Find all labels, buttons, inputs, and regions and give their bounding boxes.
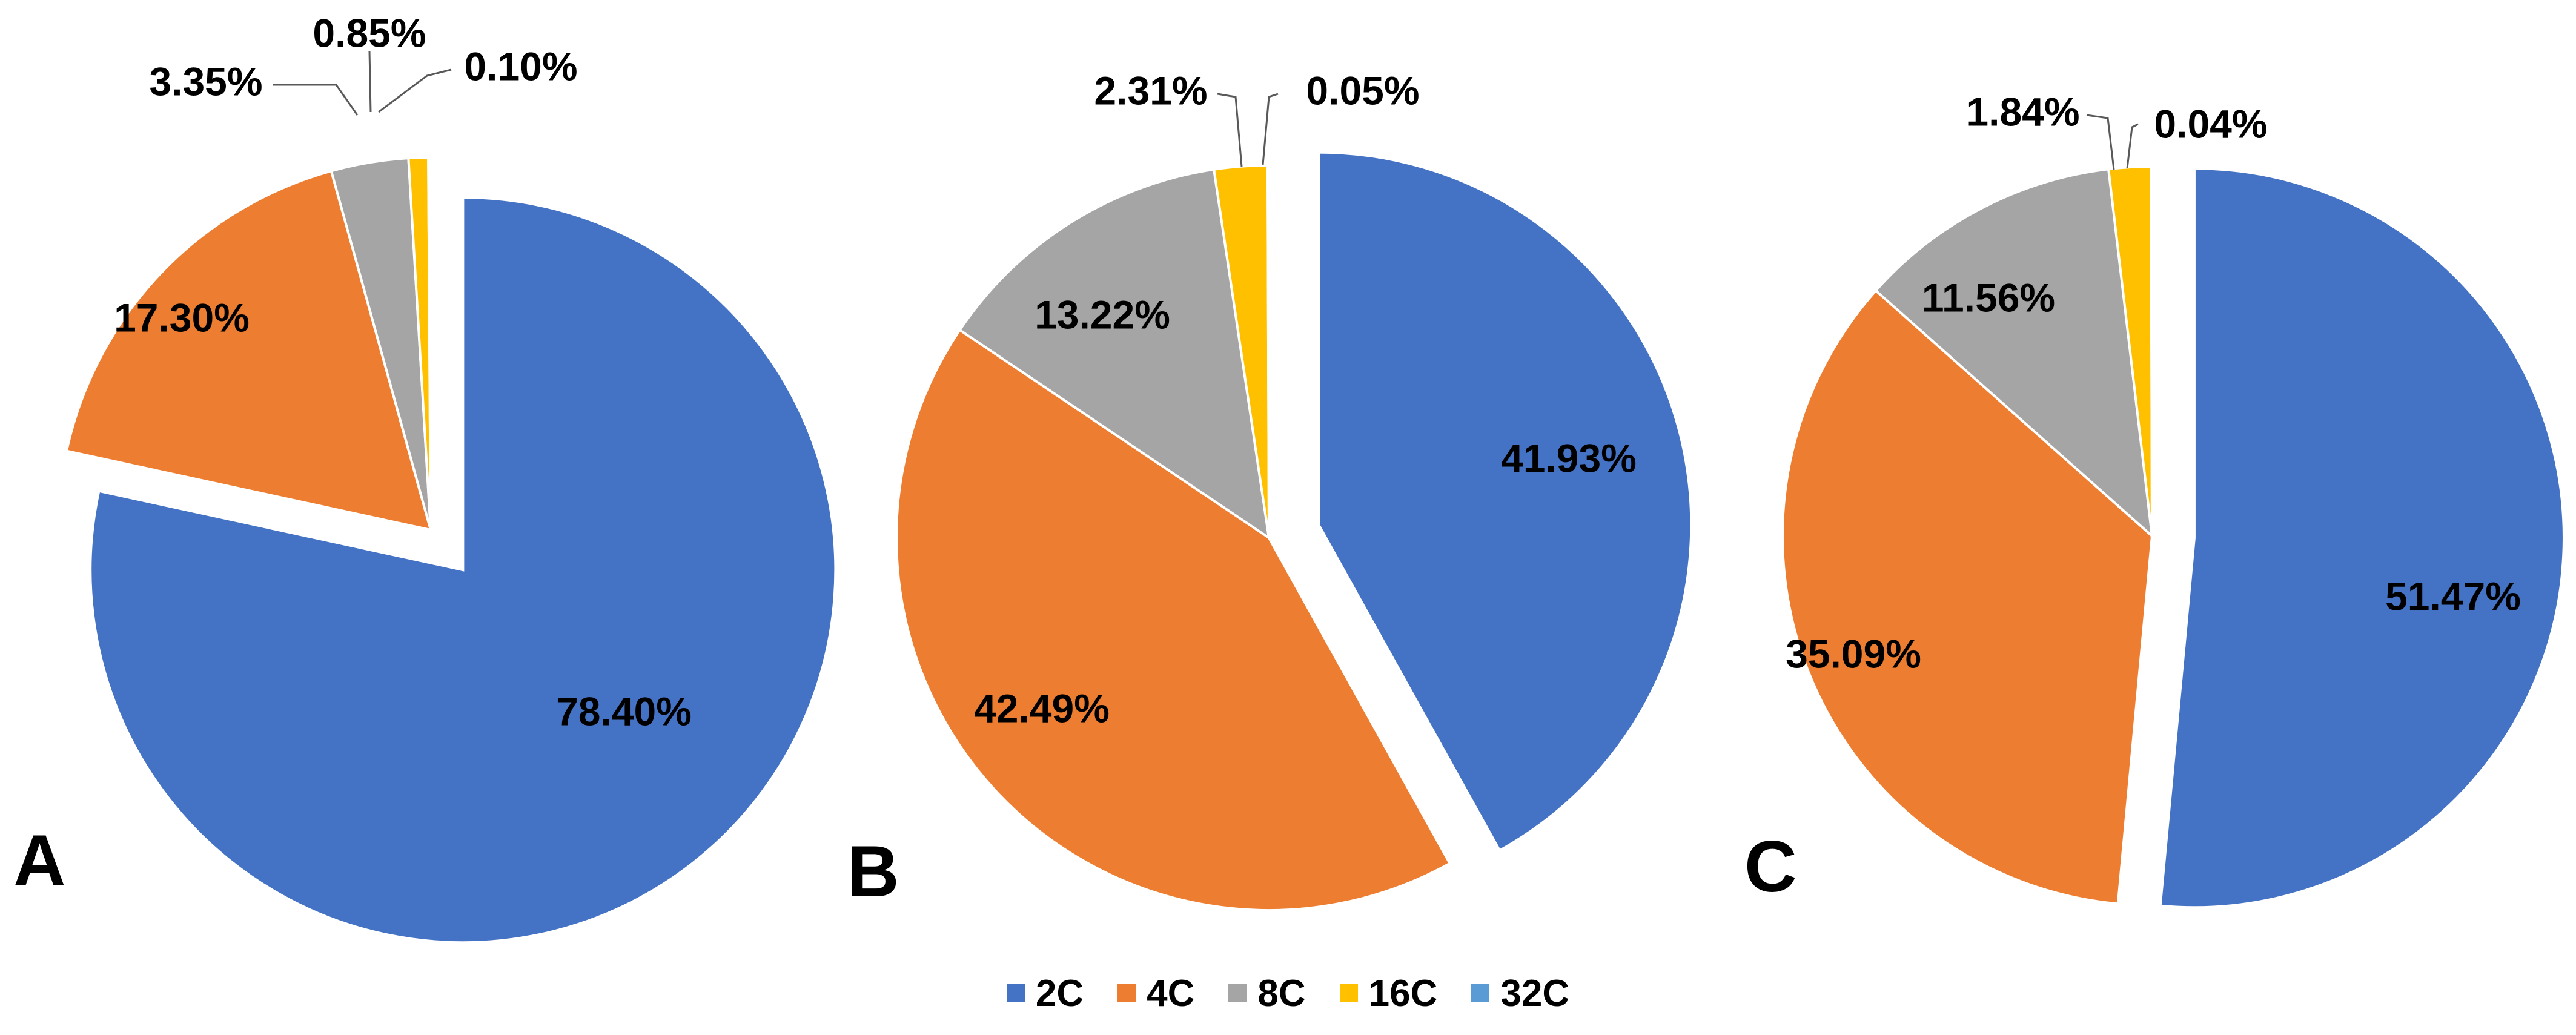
pie-c-label-8c: 11.56% bbox=[1922, 275, 2055, 320]
pie-a-leader-8c bbox=[273, 84, 359, 116]
pie-a-leader-16c bbox=[368, 51, 372, 113]
pie-chart-b: 41.93% 42.49% 13.22% 2.31% 0.05% B bbox=[847, 68, 1693, 912]
legend-item-8c: 8C bbox=[1228, 972, 1306, 1015]
legend-item-2c: 2C bbox=[1006, 972, 1084, 1015]
pie-c-leader-16c bbox=[2086, 114, 2115, 170]
pie-c-label-32c: 0.04% bbox=[2154, 101, 2267, 146]
pie-a-label-16c: 0.85% bbox=[313, 10, 426, 55]
legend: 2C 4C 8C 16C 32C bbox=[0, 969, 2576, 1017]
legend-label-16c: 16C bbox=[1368, 972, 1438, 1014]
legend-label-2c: 2C bbox=[1035, 972, 1084, 1014]
pie-b-leader-32c bbox=[1262, 93, 1279, 165]
legend-label-8c: 8C bbox=[1257, 972, 1306, 1014]
legend-swatch-32c bbox=[1471, 984, 1490, 1002]
pie-c-slice-32c bbox=[2150, 165, 2153, 537]
legend-swatch-16c bbox=[1339, 984, 1358, 1002]
pie-a-leader-32c bbox=[378, 68, 452, 113]
pie-chart-c: 51.47% 35.09% 11.56% 1.84% 0.04% C bbox=[1744, 89, 2565, 909]
pie-chart-a: 78.40% 17.30% 3.35% 0.85% 0.10% A bbox=[13, 10, 837, 944]
pie-c-label-2c: 51.47% bbox=[2385, 574, 2521, 618]
pie-c-slice-4c bbox=[1781, 289, 2154, 905]
pie-a-slice-4c bbox=[65, 169, 432, 532]
legend-swatch-8c bbox=[1228, 984, 1247, 1002]
pie-b-label-32c: 0.05% bbox=[1306, 68, 1419, 113]
pie-b-label-2c: 41.93% bbox=[1501, 435, 1637, 480]
pie-b-slice-2c bbox=[1317, 151, 1693, 853]
pie-a-label-4c: 17.30% bbox=[114, 295, 250, 340]
pie-c-slice-2c bbox=[2159, 167, 2565, 909]
pie-c-leader-32c bbox=[2126, 123, 2139, 169]
legend-item-32c: 32C bbox=[1471, 972, 1569, 1015]
pie-c-label-4c: 35.09% bbox=[1786, 631, 1921, 676]
panel-letter-b: B bbox=[847, 831, 899, 912]
panel-letter-a: A bbox=[13, 820, 66, 901]
legend-swatch-4c bbox=[1117, 984, 1136, 1002]
pie-b-label-8c: 13.22% bbox=[1035, 292, 1170, 337]
legend-item-4c: 4C bbox=[1117, 972, 1194, 1015]
pie-b-slice-8c bbox=[958, 168, 1271, 541]
pie-c-slice-8c bbox=[1874, 168, 2154, 539]
pie-b-label-16c: 2.31% bbox=[1094, 68, 1207, 113]
pie-a-slice-32c bbox=[427, 156, 432, 531]
pie-a-label-8c: 3.35% bbox=[149, 59, 262, 104]
legend-item-16c: 16C bbox=[1339, 972, 1438, 1015]
pie-c-label-16c: 1.84% bbox=[1966, 89, 2079, 134]
pie-b-slice-32c bbox=[1266, 164, 1270, 538]
panel-letter-c: C bbox=[1744, 826, 1797, 907]
pie-b-slice-4c bbox=[895, 328, 1452, 911]
legend-swatch-2c bbox=[1006, 984, 1025, 1002]
pie-a-label-32c: 0.10% bbox=[464, 44, 577, 88]
legend-label-32c: 32C bbox=[1500, 972, 1570, 1014]
legend-label-4c: 4C bbox=[1147, 972, 1195, 1014]
pie-b-label-4c: 42.49% bbox=[974, 686, 1110, 730]
pie-b-leader-16c bbox=[1217, 93, 1243, 167]
pie-a-label-2c: 78.40% bbox=[556, 689, 692, 733]
pie-a-slice-2c bbox=[89, 196, 837, 944]
